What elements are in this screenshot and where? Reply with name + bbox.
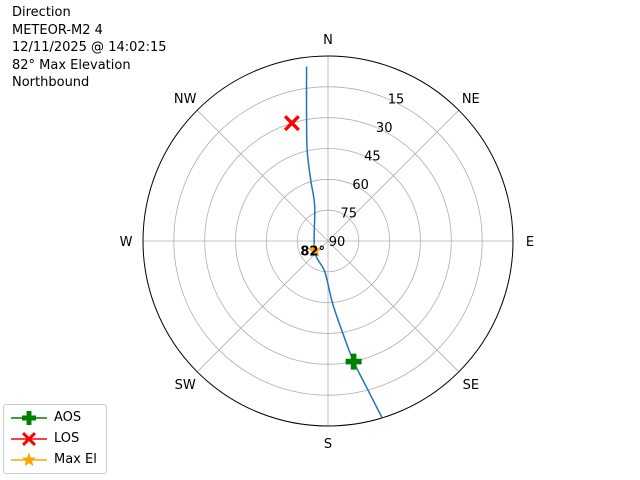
tick-label-ne: NE xyxy=(462,92,480,107)
marker-aos xyxy=(345,353,362,370)
legend-label-los: LOS xyxy=(54,431,80,446)
r-tick-label-15: 15 xyxy=(388,93,405,108)
tick-label-n: N xyxy=(323,33,333,48)
annotation-max-el: 82° xyxy=(300,245,325,260)
legend-label-max-el: Max El xyxy=(54,452,97,467)
outer-ring xyxy=(142,55,514,427)
ring-15 xyxy=(173,86,483,396)
legend-los-swatch xyxy=(11,432,47,446)
legend-item-aos: AOS xyxy=(4,408,106,428)
r-tick-label-45: 45 xyxy=(364,150,381,165)
info-direction: Northbound xyxy=(12,75,90,90)
star-icon xyxy=(21,452,37,467)
tick-label-se: SE xyxy=(463,378,479,393)
legend-max-el-swatch xyxy=(11,452,47,467)
legend-item-los: LOS xyxy=(4,429,106,449)
legend-marker-los xyxy=(22,432,36,446)
legend-item-max-el: Max El xyxy=(4,450,106,470)
grid xyxy=(142,55,514,427)
ring-45 xyxy=(235,148,421,334)
tick-label-s: S xyxy=(324,437,332,452)
tick-label-sw: SW xyxy=(175,378,196,393)
marker-los xyxy=(283,115,300,132)
legend-marker-aos xyxy=(22,411,36,425)
ring-75 xyxy=(296,209,360,273)
tick-label-nw: NW xyxy=(174,92,197,107)
r-tick-label-60: 60 xyxy=(352,178,369,193)
tick-label-w: W xyxy=(120,235,133,250)
legend-aos-swatch xyxy=(11,411,47,425)
legend-marker-max-el xyxy=(21,452,37,467)
tick-label-e: E xyxy=(526,235,534,250)
info-datetime: 12/11/2025 @ 14:02:15 xyxy=(12,40,167,55)
marker-layer xyxy=(283,115,362,370)
info-satellite: METEOR-M2 4 xyxy=(12,22,103,38)
label-layer: 82° N NE E SE S SW W NW 15 30 45 60 75 90 xyxy=(120,33,535,452)
info-max-elevation: 82° Max Elevation xyxy=(12,57,131,73)
ring-60 xyxy=(265,178,391,304)
pass-info: Direction METEOR-M2 4 12/11/2025 @ 14:02… xyxy=(12,4,167,92)
plus-icon xyxy=(22,411,36,425)
ring-30 xyxy=(204,117,452,365)
legend-label-aos: AOS xyxy=(54,410,82,425)
x-icon xyxy=(22,432,36,446)
legend: AOS LOS Max El xyxy=(3,404,107,474)
r-tick-label-75: 75 xyxy=(341,207,358,222)
marker-max-el xyxy=(307,243,322,257)
info-title: Direction xyxy=(12,5,71,20)
r-tick-label-90: 90 xyxy=(329,235,346,250)
r-tick-label-30: 30 xyxy=(376,121,393,136)
